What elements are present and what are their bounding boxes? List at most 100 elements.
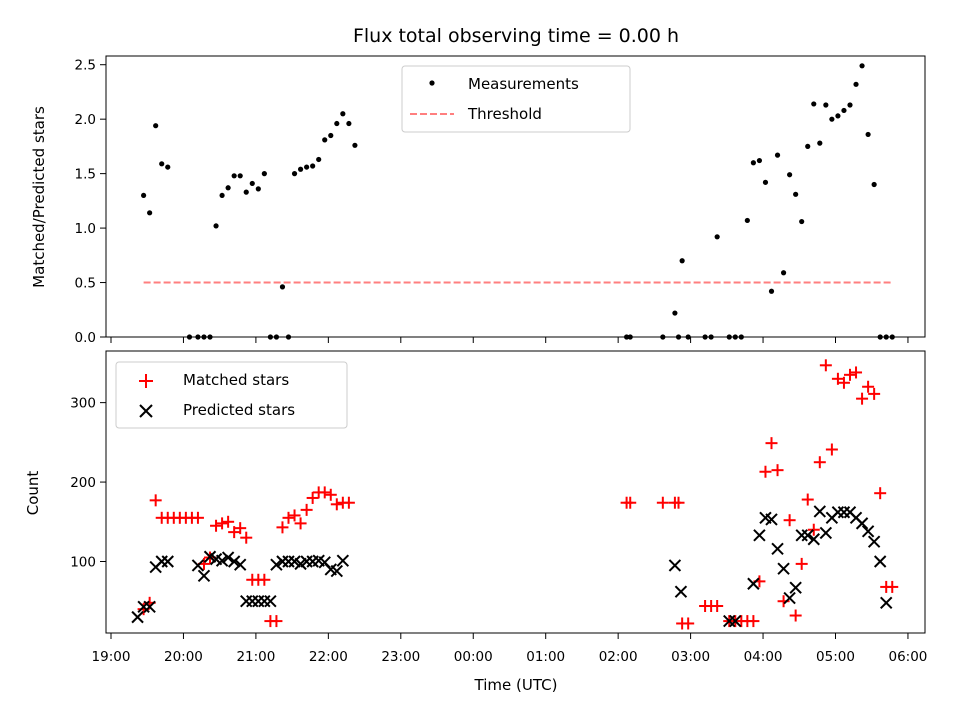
measurement-point <box>159 161 165 167</box>
predicted-star-stroke <box>783 591 796 605</box>
measurement-point <box>243 189 249 195</box>
predicted-star-point <box>674 585 688 598</box>
top-panel: 0.0 0.5 1.0 1.5 2.0 2.5 Matched/Predicted sta… <box>30 55 926 346</box>
matched-star-point <box>282 511 295 524</box>
x-tick-label: 03:00 <box>671 649 710 665</box>
predicted-star-point <box>819 526 833 540</box>
predicted-star-stroke <box>191 559 205 572</box>
predicted-star-stroke <box>203 550 217 563</box>
measurement-point <box>774 152 781 158</box>
measurement-point <box>352 142 358 148</box>
bottom-y-axis-label: Count <box>24 471 42 516</box>
y-tick-label: 2.0 <box>75 112 96 128</box>
measurement-point <box>279 284 286 290</box>
matched-star-point <box>843 368 856 381</box>
predicted-star-point <box>221 551 235 564</box>
x-tick-label: 20:00 <box>164 649 203 665</box>
predicted-star-point <box>861 525 875 538</box>
bottom-legend: Matched stars Predicted stars <box>115 361 348 429</box>
predicted-star-point <box>867 535 881 548</box>
predicted-star-point <box>873 555 887 568</box>
predicted-star-stroke <box>288 555 301 568</box>
predicted-star-stroke <box>777 562 790 575</box>
predicted-star-stroke <box>759 511 772 525</box>
matched-star-point <box>856 392 869 405</box>
predicted-star-point <box>233 558 247 571</box>
x-tick-label: 21:00 <box>236 649 275 665</box>
y-tick-label: 100 <box>70 555 96 571</box>
predicted-star-point <box>161 555 174 568</box>
measurement-point <box>219 192 225 199</box>
matched-star-point <box>874 487 887 500</box>
y-tick-label: 0.5 <box>75 276 96 292</box>
bottom-panel: 100 200 300 19:00 20:00 21:00 22:00 23:00 00:00… <box>24 350 927 694</box>
matched-star-point <box>300 503 313 516</box>
predicted-star-stroke <box>233 558 247 571</box>
legend-predicted-label: Predicted stars <box>183 401 295 419</box>
matched-star-point <box>819 359 832 372</box>
measurement-point <box>322 137 328 143</box>
matched-star-point <box>789 609 802 622</box>
predicted-star-point <box>191 559 205 572</box>
measurement-point <box>141 192 147 199</box>
matched-star-point <box>807 523 820 536</box>
measurement-point <box>859 63 865 69</box>
predicted-star-stroke <box>855 517 869 530</box>
predicted-star-stroke <box>330 564 344 578</box>
y-tick-label: 200 <box>70 475 96 491</box>
legend-predicted-marker <box>139 404 153 418</box>
matched-star-point <box>783 514 796 527</box>
predicted-star-stroke <box>312 554 325 567</box>
predicted-star-stroke <box>819 526 833 540</box>
top-legend: Measurements Threshold <box>401 65 631 133</box>
predicted-star-point <box>855 517 869 530</box>
predicted-star-stroke <box>771 542 784 556</box>
measurement-point <box>787 172 793 178</box>
predicted-star-stroke <box>131 610 144 624</box>
predicted-star-point <box>801 529 814 542</box>
predicted-star-stroke <box>674 585 688 598</box>
predicted-star-stroke <box>873 555 887 568</box>
top-y-ticks: 0.0 0.5 1.0 1.5 2.0 2.5 <box>75 58 106 346</box>
matched-star-point <box>228 526 241 539</box>
measurement-point <box>817 140 823 146</box>
measurement-point <box>847 102 853 108</box>
matched-star-point <box>656 496 669 509</box>
legend-matched-label: Matched stars <box>183 371 289 389</box>
measurement-point <box>853 81 859 87</box>
matched-star-point <box>216 517 229 530</box>
x-tick-label: 02:00 <box>599 649 638 665</box>
matched-star-point <box>825 443 838 456</box>
measurement-point <box>334 120 340 127</box>
x-tick-label: 22:00 <box>309 649 348 665</box>
predicted-star-point <box>771 542 784 556</box>
legend-matched-marker <box>139 374 153 388</box>
bottom-legend-box <box>115 361 348 429</box>
matched-star-point <box>330 498 343 511</box>
measurement-point <box>714 234 720 240</box>
predicted-star-stroke <box>264 595 277 608</box>
matched-star-point <box>672 496 685 509</box>
measurement-point <box>328 132 334 139</box>
matched-star-point <box>240 531 253 544</box>
matched-star-point <box>318 486 331 499</box>
predicted-star-point <box>813 505 827 518</box>
measurement-point <box>291 171 298 177</box>
predicted-star-stroke <box>197 569 211 583</box>
x-axis-label: Time (UTC) <box>474 676 558 694</box>
predicted-star-stroke <box>318 556 331 569</box>
predicted-star-point <box>197 569 211 583</box>
matched-star-point <box>711 599 724 612</box>
predicted-star-stroke <box>880 596 893 610</box>
predicted-star-point <box>777 562 790 575</box>
measurement-point <box>871 181 877 188</box>
predicted-star-stroke <box>324 563 337 576</box>
measurement-point <box>835 113 841 119</box>
predicted-star-point <box>753 529 766 542</box>
measurement-point <box>805 143 811 149</box>
measurement-point <box>237 173 243 179</box>
bottom-y-ticks: 100 200 300 <box>70 396 106 571</box>
predicted-star-stroke <box>143 600 156 613</box>
measurement-point <box>304 164 310 170</box>
matched-star-point <box>886 580 899 593</box>
